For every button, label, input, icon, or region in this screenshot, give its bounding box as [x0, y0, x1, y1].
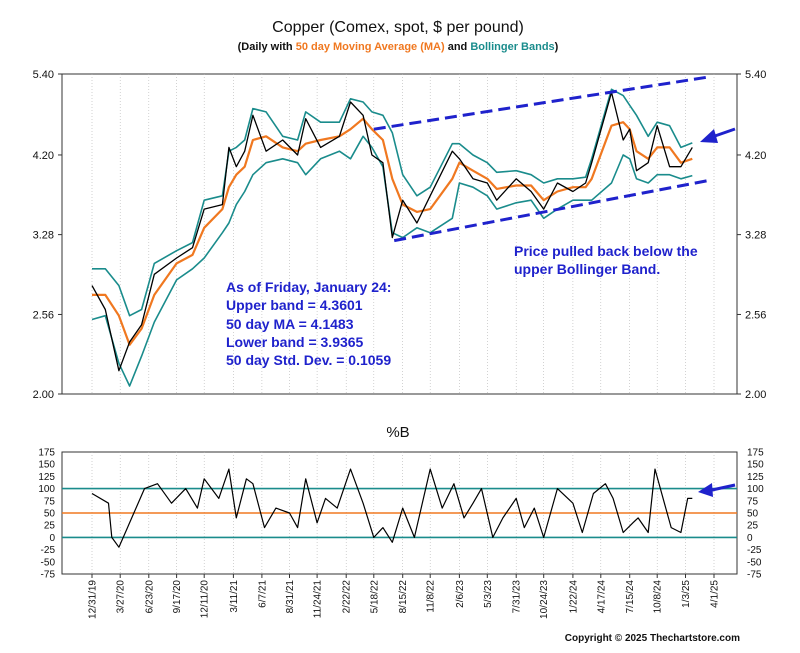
x-tick-label: 3/27/20: [116, 580, 127, 614]
percent-b-y-tick-label-right: 100: [747, 484, 764, 495]
percent-b-y-tick-label: -75: [41, 570, 56, 581]
stats-line-ma: 50 day MA = 4.1483: [226, 316, 354, 332]
percent-b-y-tick-label-right: 75: [747, 496, 759, 507]
chart-title: Copper (Comex, spot, $ per pound): [272, 19, 524, 36]
percent-b-y-tick-label: 150: [38, 460, 55, 471]
price-y-tick-label-right: 3.28: [745, 230, 766, 242]
x-tick-label: 6/7/21: [257, 580, 268, 608]
subtitle-bands-label: Bollinger Bands: [470, 41, 554, 53]
percent-b-y-tick-label: 25: [44, 521, 56, 532]
x-tick-label: 1/3/25: [681, 580, 692, 608]
x-tick-label: 7/15/24: [625, 580, 636, 614]
percent-b-y-tick-label-right: 175: [747, 448, 764, 459]
percent-b-reference-lines: [62, 487, 737, 539]
x-tick-label: 8/31/21: [285, 580, 296, 614]
percent-b-arrow-icon: [698, 483, 736, 497]
percent-b-title: %B: [386, 424, 409, 441]
upper-channel-line: [373, 75, 709, 131]
percent-b-y-tick-label-right: 0: [747, 533, 753, 544]
subtitle-part-3: and: [445, 41, 471, 53]
x-tick-label: 1/22/24: [568, 580, 579, 614]
percent-b-y-tick-label-right: 125: [747, 472, 764, 483]
subtitle-part-1: (Daily with: [238, 41, 296, 53]
price-y-tick-label: 4.20: [33, 150, 54, 162]
price-y-tick-label-right: 4.20: [745, 150, 766, 162]
price-panel: 5.40 4.20 3.28 2.56 2.00 5.40 4.20 3.28 2.56 2.0…: [33, 69, 767, 401]
percent-b-y-tick-label-right: 50: [747, 509, 759, 520]
trend-channel-group: [373, 75, 709, 243]
percent-b-line: [91, 468, 693, 548]
x-tick-label: 11/8/22: [426, 580, 437, 613]
price-y-tick-label-right: 2.00: [745, 389, 766, 401]
price-y-ticks-right: 5.40 4.20 3.28 2.56 2.00: [737, 69, 766, 401]
x-tick-label: 4/17/24: [596, 580, 607, 614]
x-tick-label: 9/17/20: [172, 580, 183, 614]
x-tick-label: 6/23/20: [144, 580, 155, 614]
x-tick-label: 12/11/20: [200, 580, 211, 619]
price-y-tick-label: 3.28: [33, 230, 54, 242]
percent-b-y-tick-label-right: -25: [747, 545, 762, 556]
percent-b-y-tick-label: -25: [41, 545, 56, 556]
stats-line-upper-band: Upper band = 4.3601: [226, 297, 363, 313]
price-y-ticks-left: 5.40 4.20 3.28 2.56 2.00: [33, 69, 62, 401]
percent-b-series-group: [91, 468, 693, 548]
x-tick-label: 5/18/22: [369, 580, 380, 614]
x-tick-label: 11/24/21: [313, 580, 324, 619]
price-y-tick-label: 2.00: [33, 389, 54, 401]
percent-b-y-tick-label: 175: [38, 448, 55, 459]
stats-line-date: As of Friday, January 24:: [226, 279, 391, 295]
stats-line-lower-band: Lower band = 3.9365: [226, 334, 364, 350]
stats-line-std-dev: 50 day Std. Dev. = 0.1059: [226, 352, 391, 368]
subtitle-part-5: ): [555, 41, 559, 53]
x-tick-label: 3/11/21: [229, 580, 240, 613]
x-tick-label: 5/3/23: [483, 580, 494, 608]
x-tick-label: 7/31/23: [512, 580, 523, 614]
percent-b-y-tick-label: 0: [49, 533, 55, 544]
moving-average-line: [92, 117, 693, 346]
price-note-text: Price pulled back below the upper Bollin…: [514, 243, 698, 277]
percent-b-y-tick-label: 50: [44, 509, 56, 520]
price-y-tick-label-right: 2.56: [745, 310, 766, 322]
percent-b-y-tick-label: -50: [41, 557, 56, 568]
price-y-tick-label: 5.40: [33, 69, 54, 81]
price-y-tick-label: 2.56: [33, 310, 54, 322]
percent-b-y-tick-label-right: -75: [747, 570, 762, 581]
stats-annotation: As of Friday, January 24: Upper band = 4…: [226, 279, 391, 368]
x-tick-label: 8/15/22: [398, 580, 409, 614]
x-tick-label: 2/22/22: [342, 580, 353, 614]
subtitle-ma-label: 50 day Moving Average (MA): [296, 41, 445, 53]
copyright-text: Copyright © 2025 Thechartstore.com: [565, 633, 740, 644]
percent-b-y-tick-label: 75: [44, 496, 56, 507]
percent-b-y-tick-label-right: -50: [747, 557, 762, 568]
percent-b-y-tick-label-right: 150: [747, 460, 764, 471]
price-note-box: Price pulled back below the upper Bollin…: [514, 243, 698, 277]
x-axis-tick-labels: 12/31/19 3/27/20 6/23/20 9/17/20 12/11/20 3/1…: [88, 574, 721, 619]
upper-band-line: [92, 88, 693, 317]
x-tick-label: 2/6/23: [455, 580, 466, 608]
percent-b-y-tick-label-right: 25: [747, 521, 759, 532]
price-arrow-icon: [700, 127, 736, 143]
percent-b-y-tick-label: 100: [38, 484, 55, 495]
percent-b-y-tick-label: 125: [38, 472, 55, 483]
x-tick-label: 12/31/19: [88, 580, 99, 619]
price-plot-area: [61, 73, 738, 395]
price-y-tick-label-right: 5.40: [745, 69, 766, 81]
x-tick-label: 10/24/23: [539, 580, 550, 619]
chart-subtitle: (Daily with 50 day Moving Average (MA) a…: [238, 41, 559, 53]
x-tick-label: 10/8/24: [653, 580, 664, 614]
x-tick-label: 4/1/25: [710, 580, 721, 608]
